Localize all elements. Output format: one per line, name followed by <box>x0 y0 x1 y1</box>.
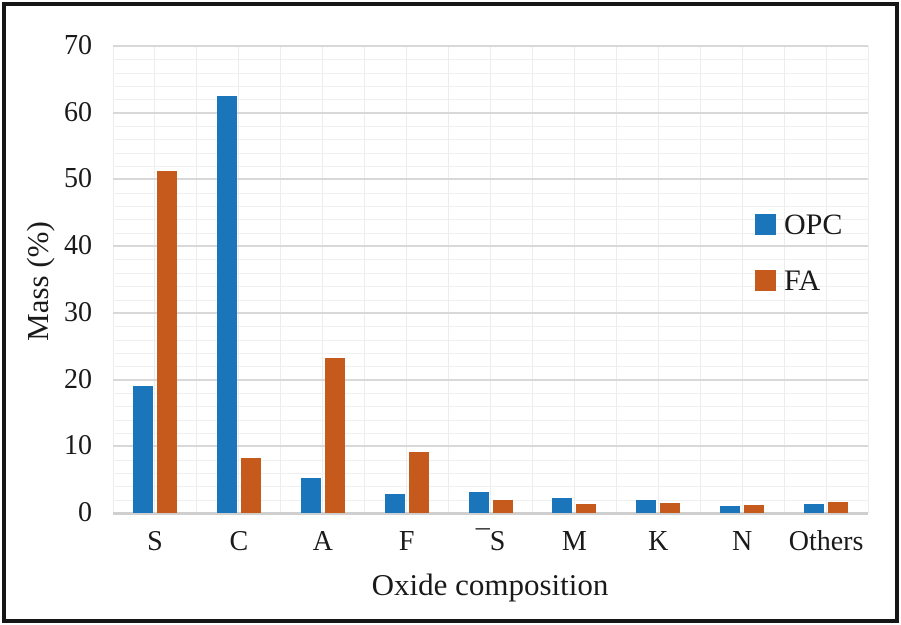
gridline-horizontal-minor <box>113 232 868 234</box>
gridline-vertical <box>531 46 533 513</box>
y-tick-label: 70 <box>64 30 92 61</box>
bar-fa-1 <box>156 170 177 513</box>
gridline-horizontal-minor <box>113 419 868 421</box>
gridline-vertical <box>783 46 785 513</box>
gridline-vertical <box>322 46 324 513</box>
bar-opc-2 <box>216 96 237 513</box>
x-tick-label: N <box>732 526 753 557</box>
gridline-horizontal-minor <box>113 366 868 368</box>
gridline-horizontal-minor <box>113 72 868 74</box>
gridline-horizontal-minor <box>113 406 868 408</box>
bar-fa-7 <box>660 502 681 513</box>
gridline-horizontal-minor <box>113 472 868 474</box>
bar-opc-5 <box>468 491 489 513</box>
y-tick-label: 20 <box>64 363 92 395</box>
bar-fa-9 <box>828 502 849 513</box>
gridline-horizontal-minor <box>113 166 868 168</box>
bar-fa-3 <box>324 358 345 513</box>
gridline-horizontal-minor <box>113 326 868 328</box>
bar-opc-9 <box>804 503 825 513</box>
y-tick-label: 40 <box>64 230 92 262</box>
bar-opc-4 <box>384 494 405 513</box>
gridline-horizontal-minor <box>113 286 868 288</box>
gridline-horizontal-minor <box>113 459 868 461</box>
gridline-vertical <box>490 46 491 513</box>
bar-opc-6 <box>552 498 573 513</box>
gridline-horizontal-major <box>113 178 868 181</box>
gridline-vertical <box>615 46 617 513</box>
x-tick-label: Others <box>788 526 864 557</box>
x-axis-line <box>113 512 868 515</box>
gridline-horizontal-minor <box>113 126 868 128</box>
gridline-horizontal-minor <box>113 59 868 61</box>
x-tick-label: K <box>648 526 669 557</box>
gridline-vertical <box>825 46 827 513</box>
gridline-horizontal-minor <box>113 272 868 274</box>
gridline-horizontal-minor <box>113 152 868 154</box>
gridline-vertical <box>280 46 282 513</box>
x-tick-label: ¯S <box>475 526 506 557</box>
y-tick-label: 30 <box>64 296 92 328</box>
gridline-horizontal-minor <box>113 499 868 501</box>
gridline-horizontal-minor <box>113 392 868 394</box>
gridline-vertical <box>238 46 240 513</box>
y-tick-label: 60 <box>64 96 92 128</box>
y-tick-label: 0 <box>78 497 92 528</box>
y-tick-label: 10 <box>64 430 92 462</box>
gridline-horizontal-minor <box>113 299 868 301</box>
x-axis-title: Oxide composition <box>371 567 609 602</box>
bar-fa-2 <box>240 457 261 513</box>
x-tick-label: F <box>398 526 415 557</box>
gridline-horizontal-minor <box>113 486 868 488</box>
gridline-vertical <box>741 46 743 513</box>
gridline-horizontal-major <box>113 445 868 448</box>
gridline-vertical <box>699 46 701 513</box>
x-tick-label: A <box>312 526 333 557</box>
gridline-horizontal-minor <box>113 139 868 141</box>
bar-fa-5 <box>492 499 513 513</box>
gridline-vertical <box>657 46 659 513</box>
gridline-vertical <box>573 46 575 513</box>
gridline-horizontal-major <box>113 45 868 47</box>
bar-fa-8 <box>744 504 765 513</box>
gridline-vertical <box>154 46 156 513</box>
gridline-horizontal-minor <box>113 259 868 261</box>
x-tick-label: M <box>561 526 587 557</box>
bar-opc-1 <box>132 385 153 513</box>
gridline-horizontal-minor <box>113 352 868 354</box>
bar-fa-6 <box>576 503 597 513</box>
gridline-vertical <box>448 46 450 513</box>
gridline-horizontal-major <box>113 311 868 314</box>
gridline-horizontal-major <box>113 378 868 381</box>
gridline-horizontal-major <box>113 111 868 114</box>
gridline-vertical <box>406 46 408 513</box>
gridline-horizontal-minor <box>113 86 868 88</box>
plot-area <box>112 45 869 515</box>
bar-opc-7 <box>636 500 657 513</box>
y-tick-label: 50 <box>64 163 92 195</box>
gridline-horizontal-minor <box>113 219 868 221</box>
gridline-vertical <box>364 46 366 513</box>
gridline-vertical <box>196 46 198 513</box>
bar-fa-4 <box>408 451 429 513</box>
bar-opc-8 <box>720 505 741 513</box>
gridline-horizontal-minor <box>113 206 868 208</box>
gridline-vertical <box>867 46 869 513</box>
gridline-horizontal-minor <box>113 432 868 434</box>
gridline-vertical <box>112 46 114 513</box>
x-tick-label: C <box>229 526 249 557</box>
y-axis-title: Mass (%) <box>20 221 55 341</box>
x-tick-label: S <box>147 526 163 557</box>
bar-opc-3 <box>300 478 321 513</box>
gridline-horizontal-minor <box>113 339 868 341</box>
gridline-horizontal-major <box>113 245 868 248</box>
gridline-horizontal-minor <box>113 192 868 194</box>
gridline-horizontal-minor <box>113 99 868 101</box>
